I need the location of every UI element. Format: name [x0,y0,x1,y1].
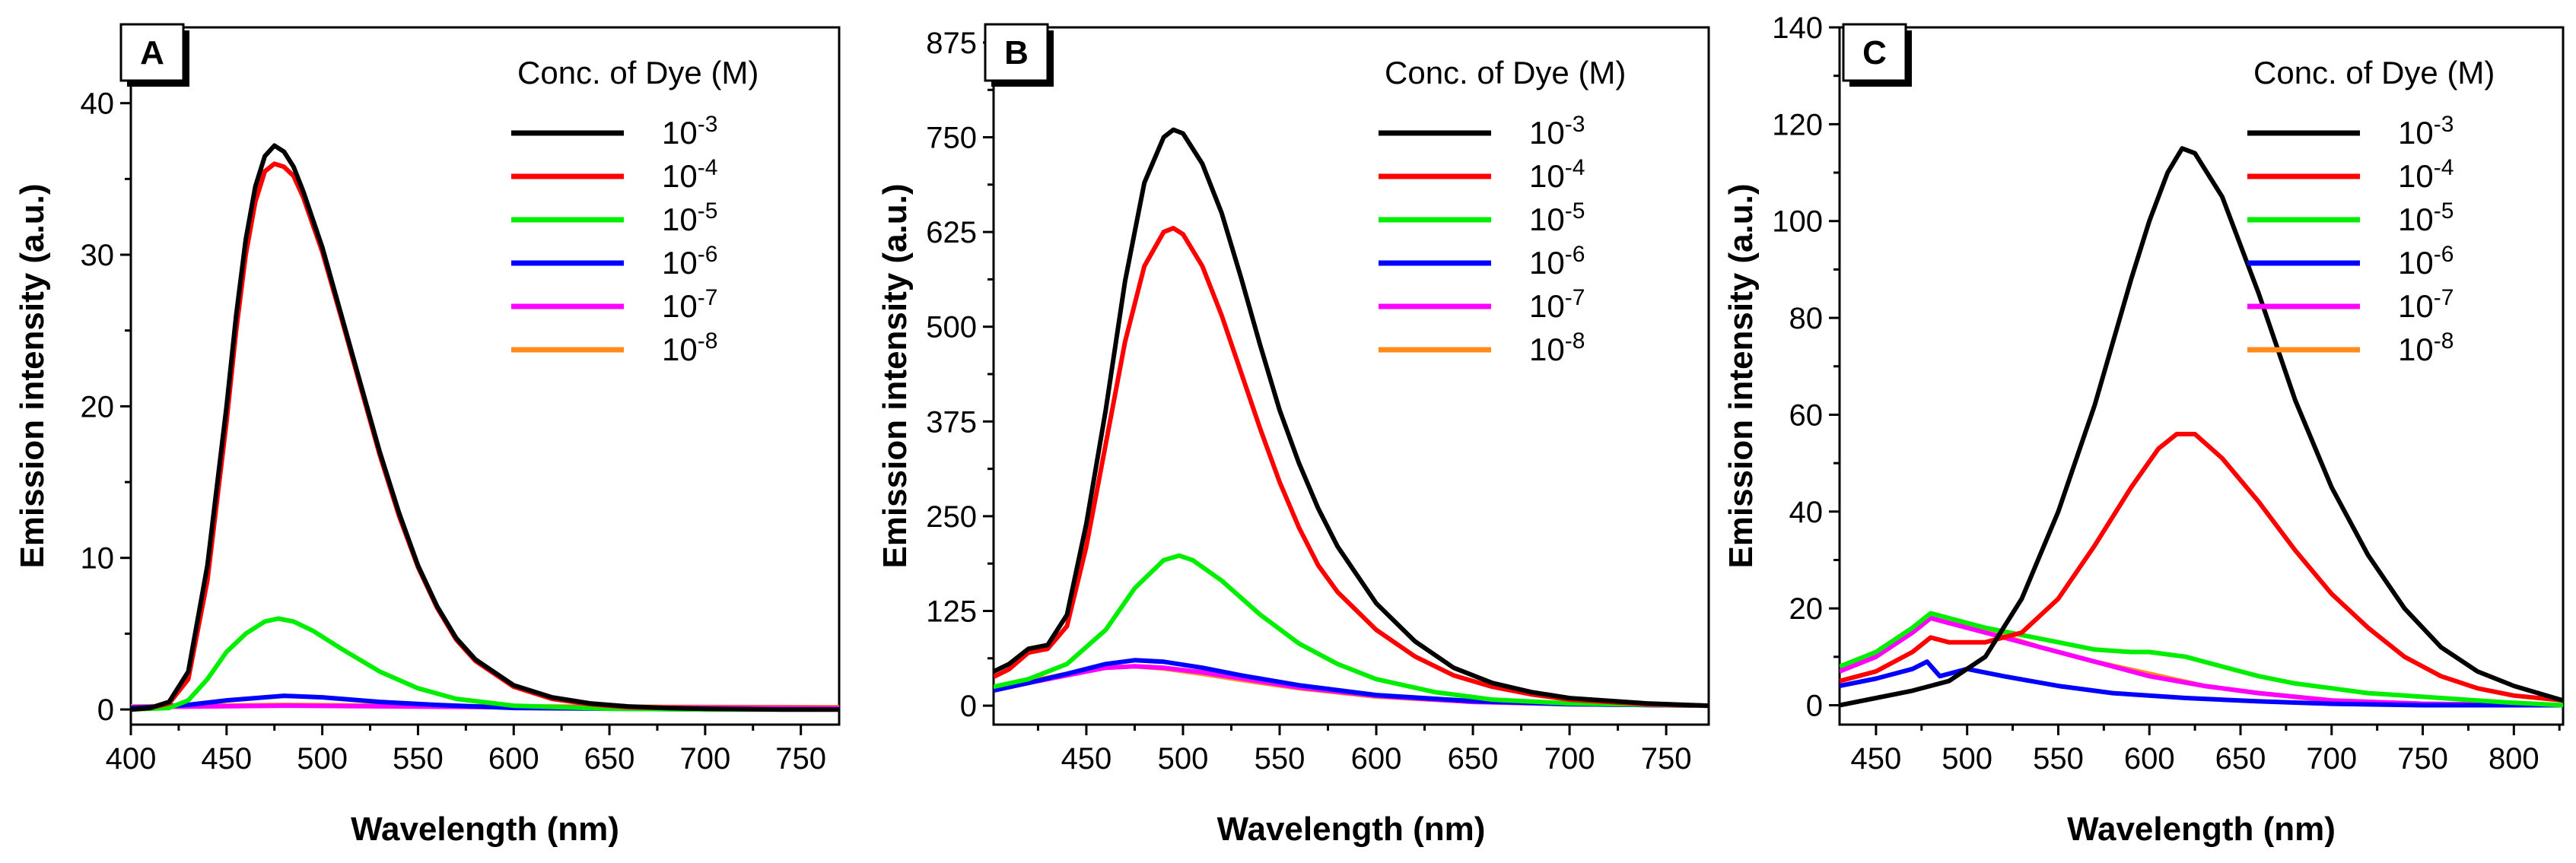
y-tick-label: 750 [926,122,977,155]
x-tick-label: 600 [488,742,539,776]
x-tick-label: 500 [297,742,348,776]
legend-entry-label: 10-5 [662,198,717,237]
x-tick-label: 450 [1061,742,1112,776]
y-tick-label: 250 [926,500,977,534]
legend-entry-label: 10-7 [1529,285,1585,324]
series-line-10-4 [1840,431,2563,703]
series-line-10-5 [994,553,1709,709]
x-axis-title: Wavelength (nm) [351,811,619,848]
legend-title: Conc. of Dye (M) [1385,55,1626,90]
y-tick-label: 30 [81,239,115,272]
y-tick-label: 40 [81,87,115,121]
legend-entry-label: 10-7 [2398,285,2454,324]
x-tick-label: 550 [1255,742,1305,776]
x-axis-title: Wavelength (nm) [1217,811,1486,848]
legend-entry-label: 10-3 [2398,112,2454,151]
x-tick-label: 700 [2306,742,2357,776]
x-tick-label: 450 [1851,742,1902,776]
series-line-10-5 [1840,611,2563,708]
y-tick-label: 875 [926,27,977,60]
legend-entry-label: 10-6 [662,242,717,281]
panel-label: A [140,34,164,71]
legend-entry-label: 10-8 [662,328,717,367]
x-tick-label: 650 [1448,742,1499,776]
panel-label-box [1842,23,1907,82]
panel-label: C [1862,34,1887,71]
y-tick-label: 20 [81,390,115,424]
series-group [131,143,839,712]
legend-entry-label: 10-6 [2398,242,2454,281]
plot-frame [992,26,1710,726]
legend-entry-label: 10-5 [2398,198,2454,237]
y-tick-label: 125 [926,595,977,628]
legend-entry-label: 10-7 [662,285,717,324]
x-tick-label: 500 [1942,742,1992,776]
legend-entry-label: 10-8 [2398,328,2454,367]
x-tick-label: 500 [1158,742,1209,776]
legend-entry-label: 10-3 [1529,112,1585,151]
y-tick-label: 80 [1789,302,1824,335]
series-line-10-4 [994,226,1709,709]
x-tick-label: 650 [584,742,635,776]
x-tick-label: 700 [1544,742,1595,776]
plot-frame [1838,26,2565,726]
x-tick-label: 550 [2033,742,2084,776]
x-tick-label: 550 [393,742,444,776]
series-line-10-6 [994,658,1709,709]
legend-title: Conc. of Dye (M) [2253,55,2495,90]
series-line-10-3 [1840,146,2563,708]
legend-title: Conc. of Dye (M) [517,55,758,90]
chart-panel-a: 400 450 500 550 600 650 700 750 0 10 20 30 40 Wavelen… [14,23,841,848]
series-line-10-3 [994,127,1709,709]
series-line-10-5 [131,616,839,712]
y-tick-label: 10 [81,542,115,576]
y-tick-label: 20 [1789,592,1824,626]
y-tick-label: 100 [1772,205,1823,239]
y-axis-title: Emission intensity (a.u.) [876,183,914,568]
x-tick-label: 450 [201,742,252,776]
y-tick-label: 60 [1789,398,1824,432]
y-tick-label: 625 [926,216,977,249]
legend-entry-label: 10-3 [662,112,717,151]
chart-panel-c: 450 500 550 600 650 700 750 800 0 20 40 60 80 100 120 1… [1722,11,2565,848]
series-group [1840,146,2563,708]
panel-label: B [1004,34,1029,71]
x-tick-label: 700 [679,742,730,776]
x-tick-label: 650 [2215,742,2266,776]
y-tick-label: 0 [97,693,114,727]
x-tick-label: 600 [2124,742,2175,776]
y-tick-label: 0 [960,690,977,723]
x-tick-label: 750 [2397,742,2448,776]
x-tick-label: 750 [775,742,826,776]
panel-label-box [119,23,185,82]
legend-entry-label: 10-8 [1529,328,1585,367]
x-tick-label: 800 [2489,742,2539,776]
y-axis-title: Emission intensity (a.u.) [1722,183,1760,568]
y-tick-label: 0 [1806,690,1823,723]
y-tick-label: 120 [1772,108,1823,141]
legend-entry-label: 10-5 [1529,198,1585,237]
series-line-10-3 [131,143,839,712]
legend-entry-label: 10-4 [2398,155,2454,194]
y-tick-label: 140 [1772,11,1823,45]
y-tick-label: 500 [926,311,977,344]
y-axis-title: Emission intensity (a.u.) [14,183,51,568]
x-tick-label: 600 [1351,742,1402,776]
chart-panel-b: 450 500 550 600 650 700 750 0 125 250 375 500 625 750… [876,23,1710,848]
y-tick-label: 40 [1789,496,1824,529]
series-line-10-6 [1840,659,2563,708]
series-line-10-7 [1840,615,2563,708]
panel-label-box [984,23,1049,82]
legend-entry-label: 10-6 [1529,242,1585,281]
plot-frame [129,26,841,726]
x-axis-title: Wavelength (nm) [2067,811,2336,848]
x-tick-label: 400 [106,742,157,776]
x-tick-label: 750 [1641,742,1692,776]
series-group [994,127,1709,709]
legend-entry-label: 10-4 [1529,155,1585,194]
legend-entry-label: 10-4 [662,155,717,194]
y-tick-label: 375 [926,405,977,439]
series-line-10-4 [131,161,839,712]
